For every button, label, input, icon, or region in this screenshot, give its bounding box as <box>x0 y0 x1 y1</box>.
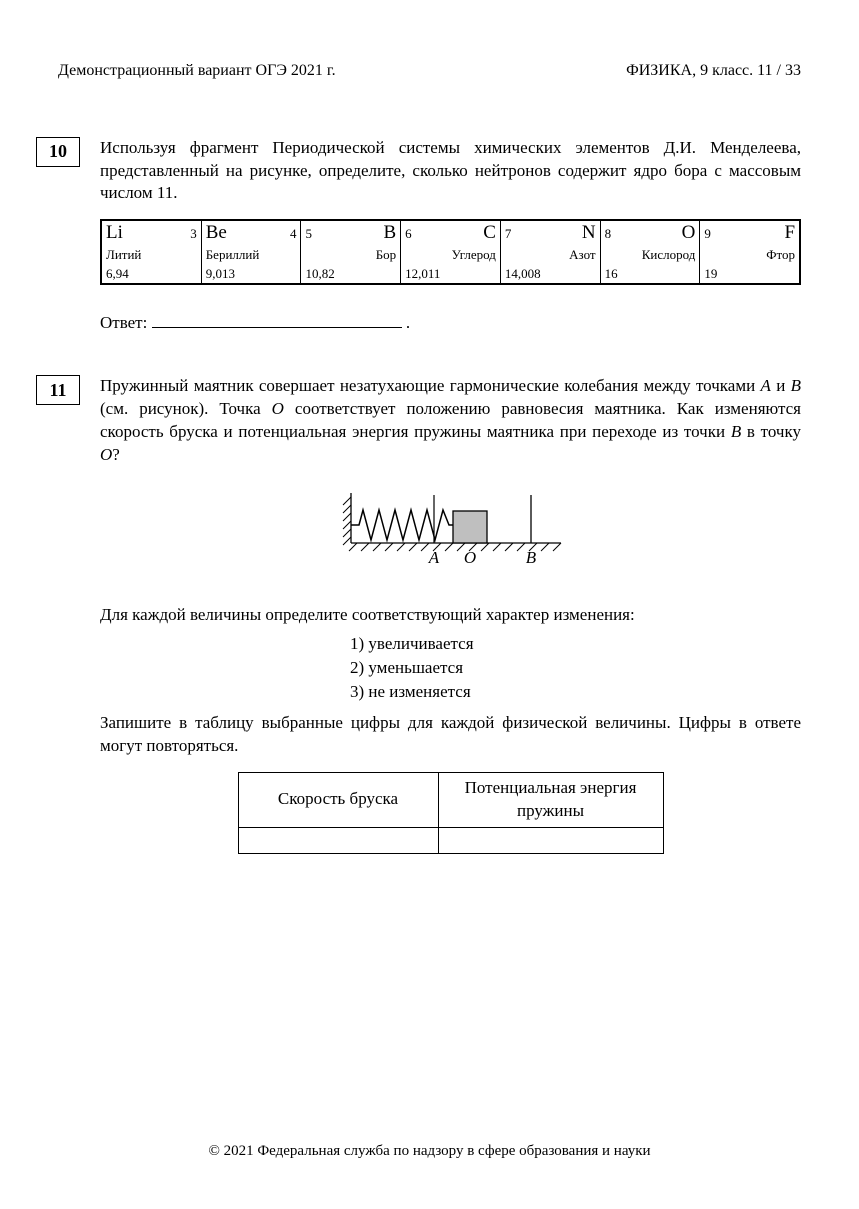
table-header-2: Потенциальная энергия пружины <box>438 772 663 827</box>
question-number-box: 11 <box>36 375 80 405</box>
options-list: 1) увеличивается 2) уменьшается 3) не из… <box>100 633 801 704</box>
point-a: A <box>761 376 771 395</box>
periodic-cell-Be: Be4Бериллий9,013 <box>202 221 302 283</box>
option-3: 3) не изменяется <box>350 681 801 704</box>
text: Пружинный маятник совершает незатухающие… <box>100 376 761 395</box>
question-11-text: Пружинный маятник совершает незатухающие… <box>100 375 801 467</box>
text: в точку <box>741 422 801 441</box>
label-o: O <box>463 548 475 565</box>
table-header-1: Скорость бруска <box>238 772 438 827</box>
header-right: ФИЗИКА, 9 класс. 11 / 33 <box>626 60 801 82</box>
periodic-cell-B: B5Бор10,82 <box>301 221 401 283</box>
answer-blank[interactable] <box>152 311 402 328</box>
answer-label: Ответ: <box>100 313 147 332</box>
question-11-body: A O B Для каждой величины определите соо… <box>100 485 801 853</box>
label-a: A <box>427 548 439 565</box>
point-o: O <box>100 445 112 464</box>
header-left: Демонстрационный вариант ОГЭ 2021 г. <box>58 60 336 82</box>
periodic-cell-N: N7Азот14,008 <box>501 221 601 283</box>
text: и <box>771 376 791 395</box>
question-10-body: Li3Литий6,94Be4Бериллий9,013B5Бор10,82C6… <box>100 219 801 335</box>
instruction-1: Для каждой величины определите соответст… <box>100 604 801 627</box>
answer-line: Ответ: . <box>100 311 801 335</box>
periodic-cell-Li: Li3Литий6,94 <box>102 221 202 283</box>
instruction-2: Запишите в таблицу выбранные цифры для к… <box>100 712 801 758</box>
periodic-table: Li3Литий6,94Be4Бериллий9,013B5Бор10,82C6… <box>100 219 801 285</box>
periodic-cell-O: O8Кислород16 <box>601 221 701 283</box>
option-1: 1) увеличивается <box>350 633 801 656</box>
page-header: Демонстрационный вариант ОГЭ 2021 г. ФИЗ… <box>58 60 801 82</box>
page: Демонстрационный вариант ОГЭ 2021 г. ФИЗ… <box>0 0 859 1209</box>
table-cell-1[interactable] <box>238 827 438 853</box>
question-11: 11 Пружинный маятник совершает незатухаю… <box>58 375 801 467</box>
table-cell-2[interactable] <box>438 827 663 853</box>
question-10: 10 Используя фрагмент Периодической сист… <box>58 137 801 206</box>
spring-diagram: A O B <box>100 485 801 572</box>
label-b: B <box>525 548 536 565</box>
text: (см. рисунок). Точка <box>100 399 272 418</box>
spring-svg: A O B <box>321 485 581 565</box>
question-number-box: 10 <box>36 137 80 167</box>
periodic-cell-F: F9Фтор19 <box>700 221 799 283</box>
periodic-cell-C: C6Углерод12,011 <box>401 221 501 283</box>
answer-table: Скорость бруска Потенциальная энергия пр… <box>238 772 664 854</box>
point-b: B <box>731 422 741 441</box>
page-footer: © 2021 Федеральная служба по надзору в с… <box>0 1141 859 1161</box>
point-b: B <box>791 376 801 395</box>
option-2: 2) уменьшается <box>350 657 801 680</box>
question-10-text: Используя фрагмент Периодической системы… <box>100 137 801 206</box>
text: ? <box>112 445 120 464</box>
point-o: O <box>272 399 284 418</box>
